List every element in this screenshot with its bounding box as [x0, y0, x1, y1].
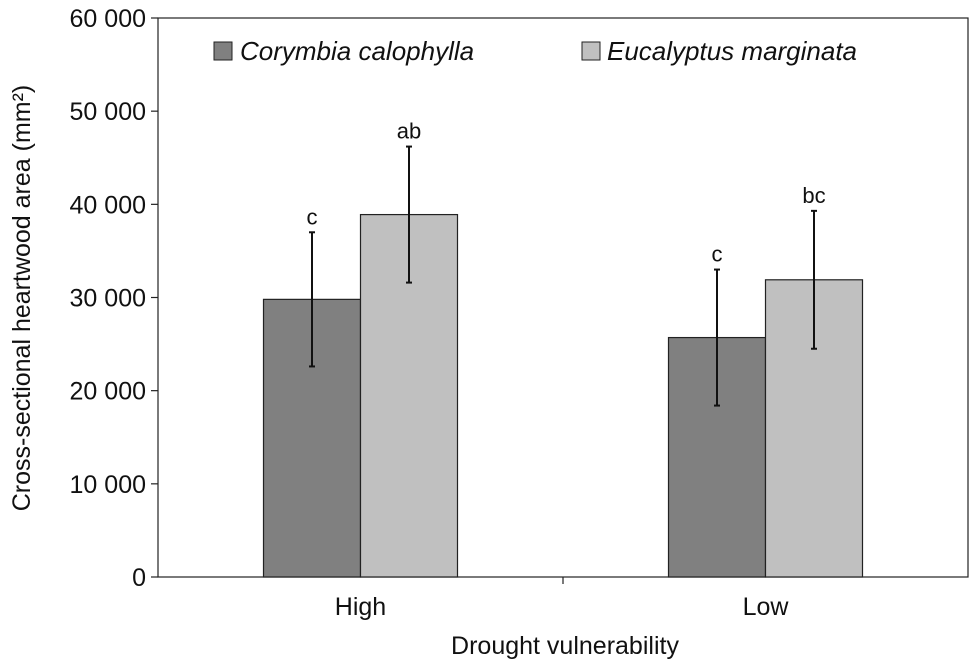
significance-label: c [712, 242, 723, 267]
y-tick-label: 0 [132, 564, 146, 592]
legend-label-corymbia: Corymbia calophylla [240, 36, 474, 66]
chart-marks: c ab c bc [262, 119, 864, 578]
legend-swatch-eucalyptus [581, 41, 601, 61]
y-tick-label: 50 000 [70, 98, 146, 126]
significance-label: ab [397, 119, 421, 144]
y-tick-label: 60 000 [70, 5, 146, 33]
x-tick-label: Low [743, 593, 790, 621]
x-axis-title: Drought vulnerability [451, 632, 679, 660]
y-tick-label: 10 000 [70, 471, 146, 499]
y-tick-label: 40 000 [70, 191, 146, 219]
y-tick-label: 20 000 [70, 378, 146, 406]
significance-label: c [307, 204, 318, 229]
x-tick-label: High [335, 593, 386, 621]
significance-label: bc [802, 183, 825, 208]
y-axis-title: Cross-sectional heartwood area (mm²) [8, 85, 36, 512]
plot-area: 0 10 000 20 000 30 000 40 000 50 000 60 000 Hig… [70, 5, 969, 621]
legend-label-eucalyptus: Eucalyptus marginata [607, 36, 857, 66]
legend-swatch-corymbia [213, 41, 233, 61]
y-tick-label: 30 000 [70, 285, 146, 313]
legend: Corymbia calophylla Eucalyptus marginata [213, 36, 857, 66]
